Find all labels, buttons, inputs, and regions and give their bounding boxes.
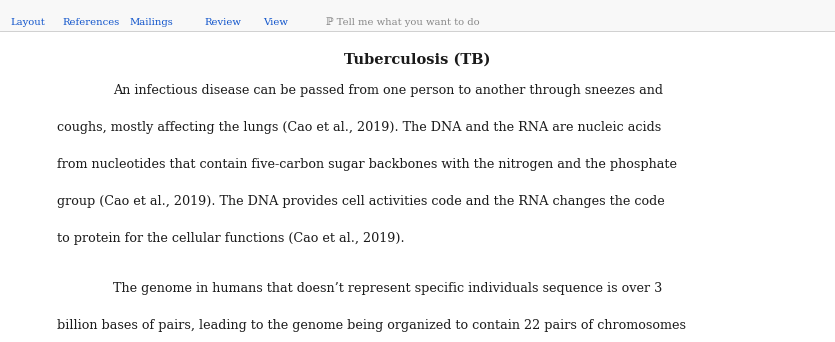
Text: Mailings: Mailings <box>129 18 173 27</box>
Text: Tuberculosis (TB): Tuberculosis (TB) <box>344 53 491 67</box>
Text: The genome in humans that doesn’t represent specific individuals sequence is ove: The genome in humans that doesn’t repres… <box>113 282 662 295</box>
Text: ℙ Tell me what you want to do: ℙ Tell me what you want to do <box>326 17 479 27</box>
Text: coughs, mostly affecting the lungs (Cao et al., 2019). The DNA and the RNA are n: coughs, mostly affecting the lungs (Cao … <box>57 121 661 134</box>
Text: References: References <box>63 18 120 27</box>
Text: An infectious disease can be passed from one person to another through sneezes a: An infectious disease can be passed from… <box>113 84 663 97</box>
Text: Layout: Layout <box>10 18 45 27</box>
Text: Review: Review <box>205 18 241 27</box>
Text: View: View <box>263 18 288 27</box>
Text: group (Cao et al., 2019). The DNA provides cell activities code and the RNA chan: group (Cao et al., 2019). The DNA provid… <box>57 195 665 208</box>
Text: to protein for the cellular functions (Cao et al., 2019).: to protein for the cellular functions (C… <box>57 232 404 245</box>
Text: from nucleotides that contain five-carbon sugar backbones with the nitrogen and : from nucleotides that contain five-carbo… <box>57 158 677 171</box>
Bar <box>0 0 835 31</box>
Text: billion bases of pairs, leading to the genome being organized to contain 22 pair: billion bases of pairs, leading to the g… <box>57 319 686 332</box>
